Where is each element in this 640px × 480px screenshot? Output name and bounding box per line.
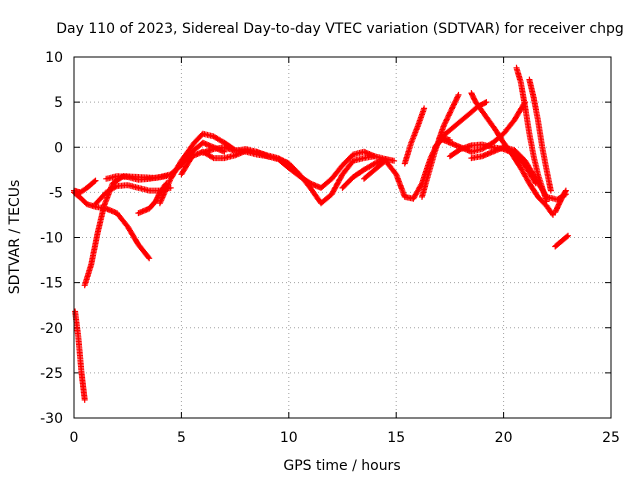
series-arc21 [526, 76, 554, 194]
series-arc19 [468, 144, 569, 203]
x-tick-label: 20 [495, 430, 513, 446]
data-points [71, 64, 571, 403]
x-tick-label: 0 [70, 430, 79, 446]
series-markers [468, 144, 569, 203]
y-tick-label: -5 [49, 185, 63, 201]
x-tick-label: 10 [280, 430, 298, 446]
x-axis-label: GPS time / hours [283, 458, 400, 474]
series-arc11 [339, 156, 389, 191]
series-markers [72, 308, 88, 403]
series-arc10 [199, 144, 398, 191]
series-arc3 [72, 308, 88, 403]
series-markers [156, 130, 292, 207]
y-tick-label: 10 [45, 50, 63, 66]
series-markers [135, 180, 170, 217]
series-arc23 [552, 187, 569, 216]
series-arc2 [71, 189, 153, 262]
axis-ticks: 0 5 10 15 20 25 -30 -25 -20 -15 -10 -5 0 5 10 [40, 50, 620, 446]
chart-title: Day 110 of 2023, Sidereal Day-to-day VTE… [56, 21, 624, 37]
plot-border [73, 56, 612, 419]
x-tick-label: 5 [177, 430, 186, 446]
series-arc20 [513, 64, 550, 205]
y-tick-label: 0 [54, 140, 63, 156]
series-arc7 [135, 180, 170, 217]
series-arc13 [401, 105, 428, 167]
series-markers [71, 189, 153, 262]
series-arc22 [552, 232, 571, 250]
x-tick-label: 15 [387, 430, 405, 446]
series-markers [552, 232, 571, 250]
y-tick-label: 5 [54, 95, 63, 111]
series-markers [401, 105, 428, 167]
series-markers [513, 64, 550, 205]
y-tick-label: -30 [40, 411, 63, 427]
series-markers [526, 76, 554, 194]
y-axis-label: SDTVAR / TECUs [7, 180, 23, 295]
series-markers [552, 187, 569, 216]
series-markers [103, 139, 228, 183]
series-arc6 [103, 139, 228, 183]
x-tick-label: 25 [602, 430, 620, 446]
series-markers [199, 144, 398, 191]
grid-lines [74, 57, 611, 418]
y-tick-label: -15 [40, 276, 63, 292]
y-tick-label: -20 [40, 321, 63, 337]
series-markers [339, 156, 389, 191]
series-arc8 [156, 130, 292, 207]
y-tick-label: -10 [40, 231, 63, 247]
y-tick-label: -25 [40, 366, 63, 382]
